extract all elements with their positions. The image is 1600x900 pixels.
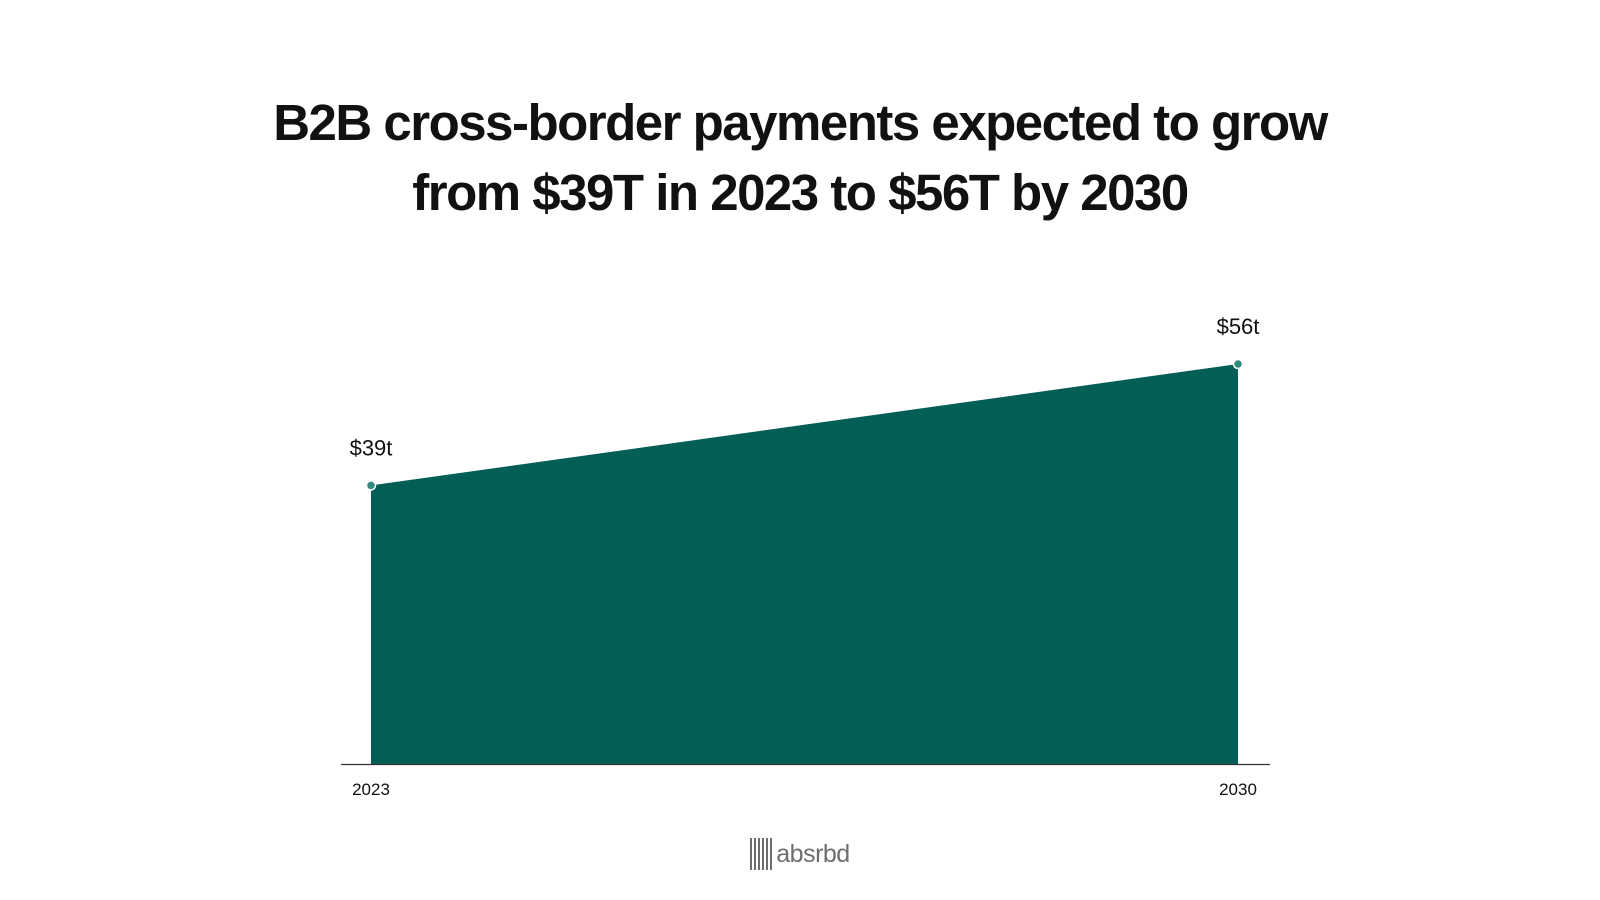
area-series bbox=[371, 364, 1238, 764]
chart-title-line-1: B2B cross-border payments expected to gr… bbox=[273, 94, 1328, 151]
barcode-logo-icon bbox=[750, 838, 773, 870]
data-point-2023 bbox=[365, 480, 377, 491]
x-tick-label-2023: 2023 bbox=[352, 780, 390, 799]
x-tick-label-2030: 2030 bbox=[1219, 780, 1257, 799]
brand-name: absrbd bbox=[776, 839, 850, 868]
data-label-2023: $39t bbox=[350, 435, 393, 460]
data-label-2030: $56t bbox=[1217, 314, 1260, 339]
data-point-2030 bbox=[1232, 358, 1244, 370]
chart-title-line-2: from $39T in 2023 to $56T by 2030 bbox=[412, 164, 1189, 221]
brand-logo: absrbd bbox=[0, 838, 1600, 870]
chart-title: B2B cross-border payments expected to gr… bbox=[0, 88, 1600, 228]
